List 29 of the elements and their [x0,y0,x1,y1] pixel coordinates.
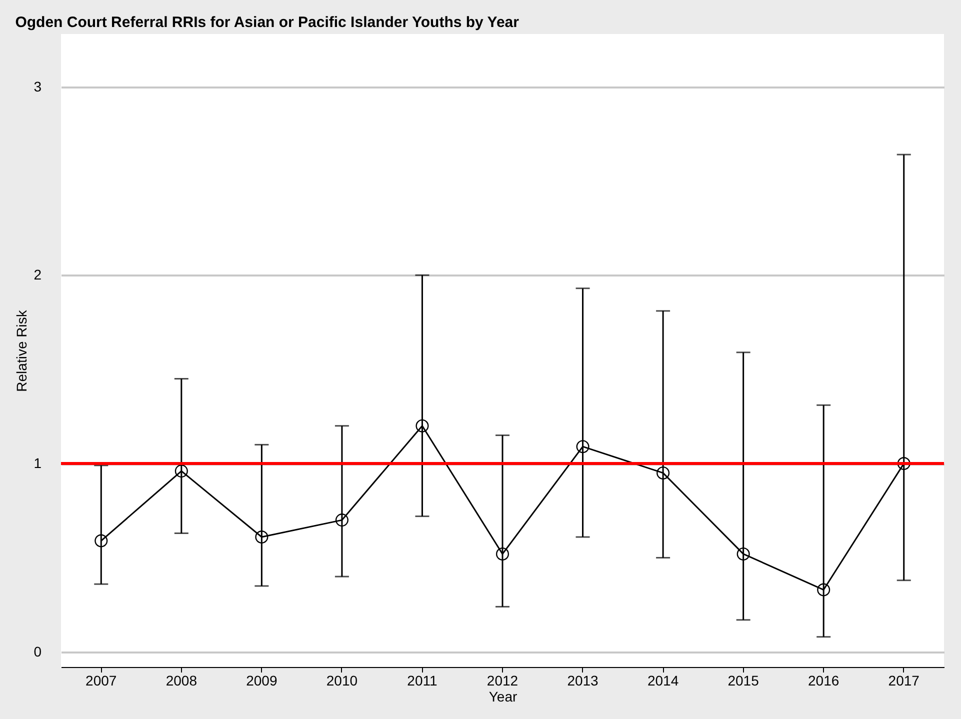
x-tick-label: 2014 [647,672,679,688]
x-tick-label: 2012 [486,672,518,688]
x-tick-label: 2007 [86,672,117,688]
y-tick-label: 0 [34,643,42,660]
x-tick-label: 2015 [728,672,760,688]
point [656,466,670,480]
x-tick-label: 2011 [407,672,438,688]
point [897,457,910,470]
point [576,440,590,454]
point [335,514,348,527]
point [174,464,188,478]
x-tick-label: 2013 [567,672,599,688]
y-tick-label: 2 [34,266,42,283]
x-axis-title: Year [488,688,518,704]
x-tick-label: 2010 [326,672,358,688]
x-tick-label: 2017 [888,672,920,688]
point [736,547,750,560]
point [817,583,830,596]
chart-title: Ogden Court Referral RRIs for Asian or Pacific Islander Youths by Year [15,14,520,31]
x-tick-label: 2008 [166,672,198,688]
y-tick-label: 1 [34,455,42,472]
x-tick-label: 2009 [246,672,278,688]
point [255,530,268,544]
point [94,534,108,548]
x-tick-label: 2016 [808,672,840,688]
point [496,547,510,560]
y-tick-label: 3 [34,78,42,94]
y-axis-title: Relative Risk [14,309,30,392]
point [416,419,429,432]
